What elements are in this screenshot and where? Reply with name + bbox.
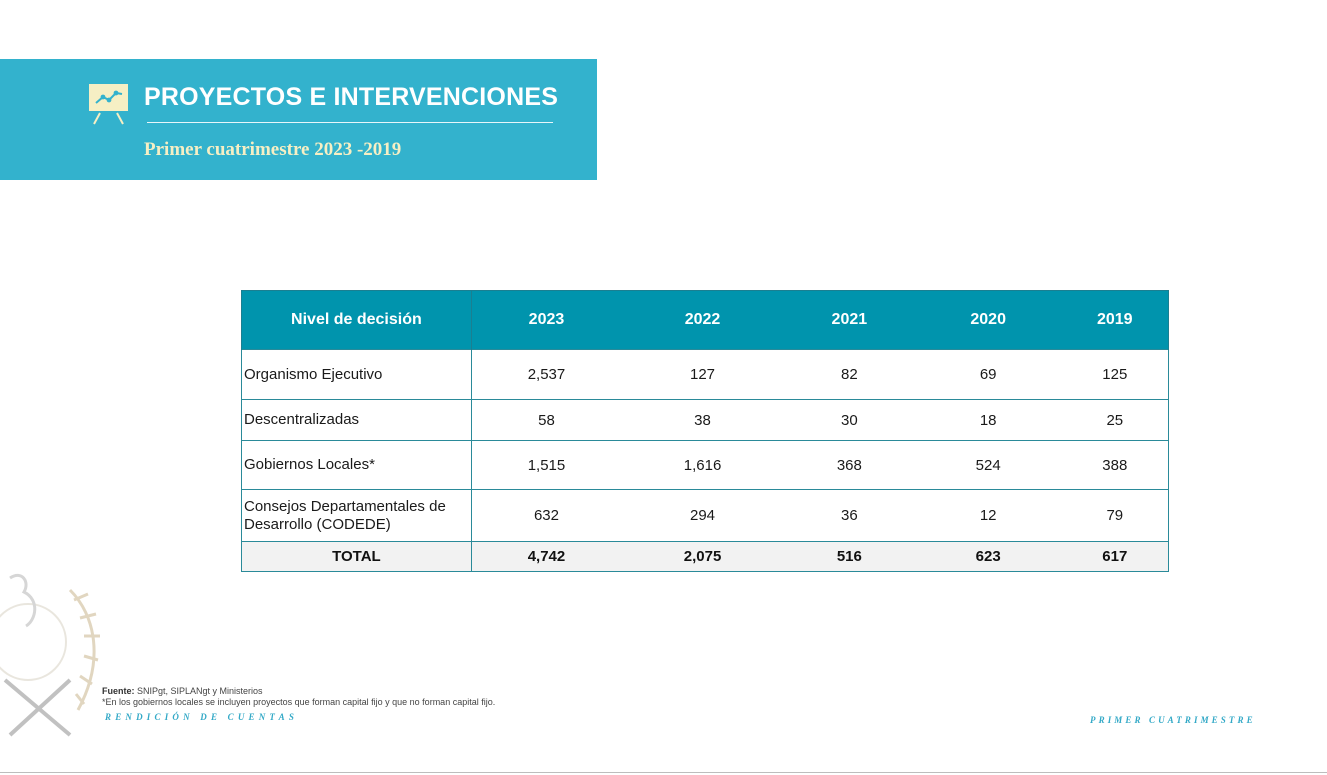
footnote: *En los gobiernos locales se incluyen pr… [102, 697, 496, 707]
total-cell: 2,075 [621, 541, 784, 572]
title-divider [147, 122, 553, 123]
table-cell: 82 [783, 349, 915, 400]
footer-right-tag: PRIMER CUATRIMESTRE [1090, 715, 1256, 725]
total-label: TOTAL [241, 541, 472, 572]
table-row: Organismo Ejecutivo 2,537 127 82 69 125 [241, 349, 1169, 400]
table-row: Consejos Departamentales de Desarrollo (… [241, 489, 1169, 542]
presentation-chart-icon [89, 84, 128, 125]
row-label: Descentralizadas [241, 399, 472, 441]
row-label: Consejos Departamentales de Desarrollo (… [241, 489, 472, 542]
table-cell: 38 [621, 399, 784, 441]
table-header-row: Nivel de decisión 2023 2022 2021 2020 20… [241, 290, 1169, 350]
bottom-divider [0, 772, 1327, 773]
source-label: Fuente: [102, 686, 135, 696]
table-cell: 632 [471, 489, 622, 542]
table-cell: 12 [914, 489, 1062, 542]
table-cell: 294 [621, 489, 784, 542]
table-cell: 1,616 [621, 440, 784, 490]
table-row: Descentralizadas 58 38 30 18 25 [241, 399, 1169, 441]
source-note: Fuente: SNIPgt, SIPLANgt y Ministerios [102, 686, 263, 696]
table-cell: 58 [471, 399, 622, 441]
total-cell: 516 [783, 541, 915, 572]
footer-left-tag: RENDICIÓN DE CUENTAS [105, 712, 299, 722]
total-cell: 623 [914, 541, 1062, 572]
page-subtitle: Primer cuatrimestre 2023 -2019 [144, 139, 402, 160]
table-cell: 25 [1061, 399, 1169, 441]
table-cell: 2,537 [471, 349, 622, 400]
total-cell: 617 [1061, 541, 1169, 572]
coat-of-arms-watermark [0, 573, 100, 737]
column-header: 2023 [471, 290, 622, 350]
source-text: SNIPgt, SIPLANgt y Ministerios [137, 686, 263, 696]
table-cell: 69 [914, 349, 1062, 400]
table-cell: 36 [783, 489, 915, 542]
table-cell: 125 [1061, 349, 1169, 400]
column-header: 2020 [914, 290, 1062, 350]
table-cell: 18 [914, 399, 1062, 441]
row-label: Organismo Ejecutivo [241, 349, 472, 400]
table-cell: 1,515 [471, 440, 622, 490]
table-cell: 368 [783, 440, 915, 490]
column-header: 2021 [783, 290, 915, 350]
table-cell: 79 [1061, 489, 1169, 542]
projects-table: Nivel de decisión 2023 2022 2021 2020 20… [241, 290, 1169, 572]
table-cell: 388 [1061, 440, 1169, 490]
table-row: Gobiernos Locales* 1,515 1,616 368 524 3… [241, 440, 1169, 490]
row-label: Gobiernos Locales* [241, 440, 472, 490]
table-cell: 127 [621, 349, 784, 400]
table-cell: 30 [783, 399, 915, 441]
header-band [0, 59, 597, 180]
column-header: Nivel de decisión [241, 290, 472, 350]
column-header: 2022 [621, 290, 784, 350]
total-row: TOTAL 4,742 2,075 516 623 617 [241, 541, 1169, 572]
page-title: PROYECTOS E INTERVENCIONES [144, 83, 559, 111]
column-header: 2019 [1061, 290, 1169, 350]
table-cell: 524 [914, 440, 1062, 490]
total-cell: 4,742 [471, 541, 622, 572]
